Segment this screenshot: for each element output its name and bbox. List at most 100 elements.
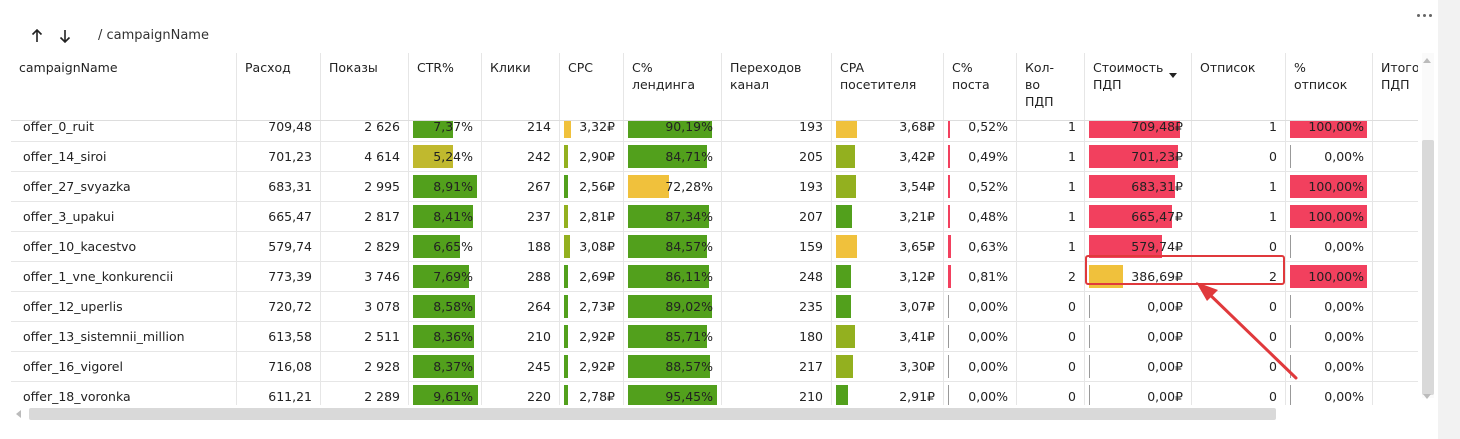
column-header-cpa[interactable]: CPA посетителя <box>832 53 944 120</box>
cell-clicks: 214 <box>482 112 560 142</box>
column-header-trans[interactable]: Переходов канал <box>722 53 832 120</box>
sort-down-button[interactable] <box>54 24 76 48</box>
cell-text: 205 <box>799 149 823 164</box>
column-header-c_post[interactable]: C% поста <box>944 53 1017 120</box>
column-header-impr[interactable]: Показы <box>321 53 409 120</box>
more-options-button[interactable] <box>1413 8 1435 22</box>
cell-c_post: 0,00% <box>944 292 1017 322</box>
cell-text: 235 <box>799 299 823 314</box>
scroll-down-icon[interactable] <box>1423 394 1431 399</box>
cell-text: 3,08₽ <box>579 239 615 254</box>
column-header-cpc[interactable]: CPC <box>560 53 624 120</box>
column-header-name[interactable]: campaignName <box>11 53 237 120</box>
column-header-ctr[interactable]: CTR% <box>409 53 482 120</box>
cell-text: 0,00% <box>968 389 1008 404</box>
sort-desc-icon[interactable] <box>1169 73 1177 78</box>
cell-impr: 2 511 <box>321 322 409 352</box>
scroll-left-icon[interactable] <box>16 410 21 418</box>
column-header-pct_unsub[interactable]: % отписок <box>1286 53 1373 120</box>
cell-text: 2 817 <box>364 209 400 224</box>
cell-ctr: 8,36% <box>409 322 482 352</box>
cell-pct_unsub: 0,00% <box>1286 382 1373 405</box>
cell-text: 3,54₽ <box>899 179 935 194</box>
cell-c_post: 0,00% <box>944 322 1017 352</box>
cell-pct_unsub: 0,00% <box>1286 292 1373 322</box>
table-row[interactable]: offer_10_kacestvo 579,74 2 829 6,65% 188 3,08… <box>11 232 1418 262</box>
cell-text: 386,69₽ <box>1131 269 1183 284</box>
cell-unsub: 1 <box>1192 202 1286 232</box>
cell-cnt: 1 <box>1017 112 1085 142</box>
table-row[interactable]: offer_0_ruit 709,48 2 626 7,37% 214 3,32₽ 90,1… <box>11 112 1418 142</box>
cell-ctr: 8,41% <box>409 202 482 232</box>
table-row[interactable]: offer_16_vigorel 716,08 2 928 8,37% 245 2,92₽… <box>11 352 1418 382</box>
cell-text: 2 <box>1068 269 1076 284</box>
column-header-clicks[interactable]: Клики <box>482 53 560 120</box>
cell-c_land: 88,57% <box>624 352 722 382</box>
cell-text: 683,31₽ <box>1131 179 1183 194</box>
databar <box>948 385 949 405</box>
data-table: campaignName Расход Показы CTR% Клики CPC C% л… <box>11 53 1418 405</box>
cell-cnt: 0 <box>1017 322 1085 352</box>
cell-text: 2 928 <box>364 359 400 374</box>
scroll-up-icon[interactable] <box>1423 58 1431 63</box>
cell-text: 95,45% <box>665 389 713 404</box>
cell-spend: 665,47 <box>237 202 321 232</box>
cell-cpa: 2,91₽ <box>832 382 944 405</box>
table-row[interactable]: offer_14_siroi 701,23 4 614 5,24% 242 2,90₽ 84… <box>11 142 1418 172</box>
databar <box>836 355 853 378</box>
cell-cpc: 2,73₽ <box>560 292 624 322</box>
table-row[interactable]: offer_12_uperlis 720,72 3 078 8,58% 264 2,73₽… <box>11 292 1418 322</box>
table-row[interactable]: offer_18_voronka 611,21 2 289 9,61% 220 2,78₽… <box>11 382 1418 405</box>
databar <box>948 235 951 258</box>
cell-text: 0,81% <box>968 269 1008 284</box>
table-row[interactable]: offer_13_sistemnii_million 613,58 2 511 8,3… <box>11 322 1418 352</box>
cell-pct_unsub: 0,00% <box>1286 322 1373 352</box>
databar <box>836 325 855 348</box>
cell-text: 0,49% <box>968 149 1008 164</box>
databar <box>564 145 568 168</box>
cell-name: offer_13_sistemnii_million <box>11 322 237 352</box>
column-header-unsub[interactable]: Отписок <box>1192 53 1286 120</box>
databar <box>836 235 857 258</box>
cell-text: 2 995 <box>364 179 400 194</box>
cell-c_land: 86,11% <box>624 262 722 292</box>
cell-cost: 0,00₽ <box>1085 352 1192 382</box>
cell-text: 709,48 <box>268 119 312 134</box>
cell-text: 2 829 <box>364 239 400 254</box>
table-row[interactable]: offer_3_upakui 665,47 2 817 8,41% 237 2,81₽ 87… <box>11 202 1418 232</box>
column-header-cost[interactable]: Стоимость ПДП <box>1085 53 1192 120</box>
vertical-scrollbar-thumb[interactable] <box>1422 140 1434 395</box>
arrow-down-icon <box>59 30 71 43</box>
databar <box>948 205 950 228</box>
cell-text: 3,41₽ <box>899 329 935 344</box>
cell-unsub: 1 <box>1192 112 1286 142</box>
cell-text: 3,07₽ <box>899 299 935 314</box>
cell-text: 0,00% <box>968 329 1008 344</box>
cell-text: 4 614 <box>364 149 400 164</box>
cell-text: 3,42₽ <box>899 149 935 164</box>
horizontal-scrollbar-thumb[interactable] <box>29 408 1276 420</box>
cell-ctr: 6,65% <box>409 232 482 262</box>
cell-text: offer_18_voronka <box>23 389 131 404</box>
table-header: campaignName Расход Показы CTR% Клики CPC C% л… <box>11 53 1418 121</box>
breadcrumb[interactable]: / campaignName <box>98 28 209 43</box>
table-row[interactable]: offer_27_svyazka 683,31 2 995 8,91% 267 2,56₽… <box>11 172 1418 202</box>
table-row[interactable]: offer_1_vne_konkurencii 773,39 3 746 7,69% 2… <box>11 262 1418 292</box>
column-header-spend[interactable]: Расход <box>237 53 321 120</box>
databar <box>1290 265 1367 288</box>
cell-text: 1 <box>1068 179 1076 194</box>
cell-text: 0,00% <box>968 299 1008 314</box>
sort-up-button[interactable] <box>26 24 48 48</box>
cell-cost: 665,47₽ <box>1085 202 1192 232</box>
column-header-total[interactable]: Итого ПДП <box>1373 53 1418 120</box>
cell-text: 8,58% <box>433 299 473 314</box>
column-header-cnt[interactable]: Кол- во ПДП <box>1017 53 1085 120</box>
cell-text: 613,58 <box>268 329 312 344</box>
cell-text: 683,31 <box>268 179 312 194</box>
column-header-c_land[interactable]: C% лендинга <box>624 53 722 120</box>
cell-text: 100,00% <box>1308 119 1364 134</box>
cell-impr: 2 928 <box>321 352 409 382</box>
cell-text: 89,02% <box>665 299 713 314</box>
cell-spend: 613,58 <box>237 322 321 352</box>
cell-ctr: 7,69% <box>409 262 482 292</box>
